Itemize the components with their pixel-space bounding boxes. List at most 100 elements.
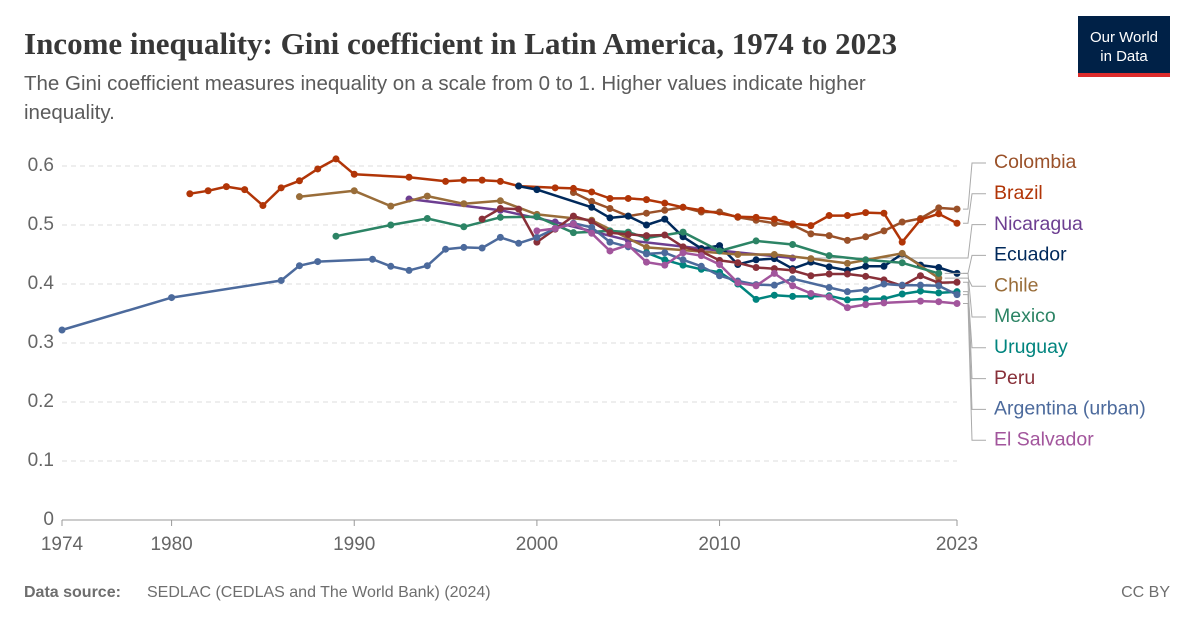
point — [588, 229, 596, 237]
point — [825, 252, 833, 260]
point — [935, 263, 943, 271]
point — [624, 212, 632, 220]
point — [880, 209, 888, 217]
point — [807, 255, 815, 263]
point — [789, 275, 797, 283]
point — [935, 204, 943, 212]
point — [533, 186, 541, 194]
point — [569, 220, 577, 228]
x-tick-label: 1990 — [333, 534, 375, 555]
point — [496, 213, 504, 221]
point — [843, 304, 851, 312]
point — [496, 233, 504, 241]
series-label: Brazil — [994, 182, 1043, 204]
series-label: Chile — [994, 274, 1038, 296]
point — [606, 238, 614, 246]
point — [752, 263, 760, 271]
point — [880, 262, 888, 270]
point — [916, 297, 924, 305]
point — [551, 184, 559, 192]
point — [369, 255, 377, 263]
point — [642, 258, 650, 266]
series-label: Argentina (urban) — [994, 398, 1146, 420]
label-connector — [963, 162, 986, 210]
point — [916, 281, 924, 289]
point — [862, 272, 870, 280]
point — [770, 269, 778, 277]
point — [661, 206, 669, 214]
x-tick-label: 2023 — [936, 534, 978, 555]
point — [679, 256, 687, 264]
series-label: Ecuador — [994, 244, 1067, 266]
logo-bar — [1078, 73, 1170, 77]
point — [843, 212, 851, 220]
x-tick-label: 1980 — [150, 534, 192, 555]
point — [697, 206, 705, 214]
point — [752, 295, 760, 303]
point — [734, 279, 742, 287]
point — [898, 218, 906, 226]
label-connector — [798, 224, 986, 259]
point — [277, 184, 285, 192]
point — [442, 177, 450, 185]
point — [752, 237, 760, 245]
point — [569, 184, 577, 192]
point — [624, 241, 632, 249]
point — [953, 205, 961, 213]
point — [807, 272, 815, 280]
point — [606, 204, 614, 212]
point — [825, 293, 833, 301]
point — [350, 170, 358, 178]
point — [935, 269, 943, 277]
point — [642, 221, 650, 229]
point — [789, 282, 797, 290]
point — [241, 186, 249, 194]
point — [898, 281, 906, 289]
point — [423, 215, 431, 223]
point — [496, 197, 504, 205]
point — [898, 238, 906, 246]
point — [935, 298, 943, 306]
point — [716, 272, 724, 280]
point — [697, 262, 705, 270]
point — [478, 215, 486, 223]
point — [387, 262, 395, 270]
y-tick-label: 0.2 — [28, 391, 54, 412]
point — [770, 281, 778, 289]
series-label: Uruguay — [994, 336, 1068, 358]
point — [642, 243, 650, 251]
point — [460, 176, 468, 184]
point — [789, 220, 797, 228]
point — [204, 187, 212, 195]
point — [460, 200, 468, 208]
point — [716, 247, 724, 255]
point — [679, 249, 687, 257]
point — [843, 296, 851, 304]
point — [843, 288, 851, 296]
point — [478, 176, 486, 184]
point — [661, 256, 669, 264]
point — [533, 213, 541, 221]
point — [222, 183, 230, 191]
point — [442, 245, 450, 253]
point — [716, 242, 724, 250]
series-label: Peru — [994, 367, 1035, 389]
point — [423, 262, 431, 270]
point — [880, 280, 888, 288]
y-tick-label: 0.3 — [28, 332, 54, 353]
point — [515, 205, 523, 213]
point — [807, 222, 815, 230]
point — [661, 215, 669, 223]
point — [642, 250, 650, 258]
point — [588, 188, 596, 196]
point — [734, 213, 742, 221]
point — [734, 259, 742, 267]
point — [387, 202, 395, 210]
source: SEDLAC (CEDLAS and The World Bank) (2024… — [147, 584, 491, 601]
point — [679, 261, 687, 269]
point — [551, 225, 559, 233]
point — [186, 190, 194, 198]
chart-title: Income inequality: Gini coefficient in L… — [24, 26, 897, 61]
point — [642, 196, 650, 204]
